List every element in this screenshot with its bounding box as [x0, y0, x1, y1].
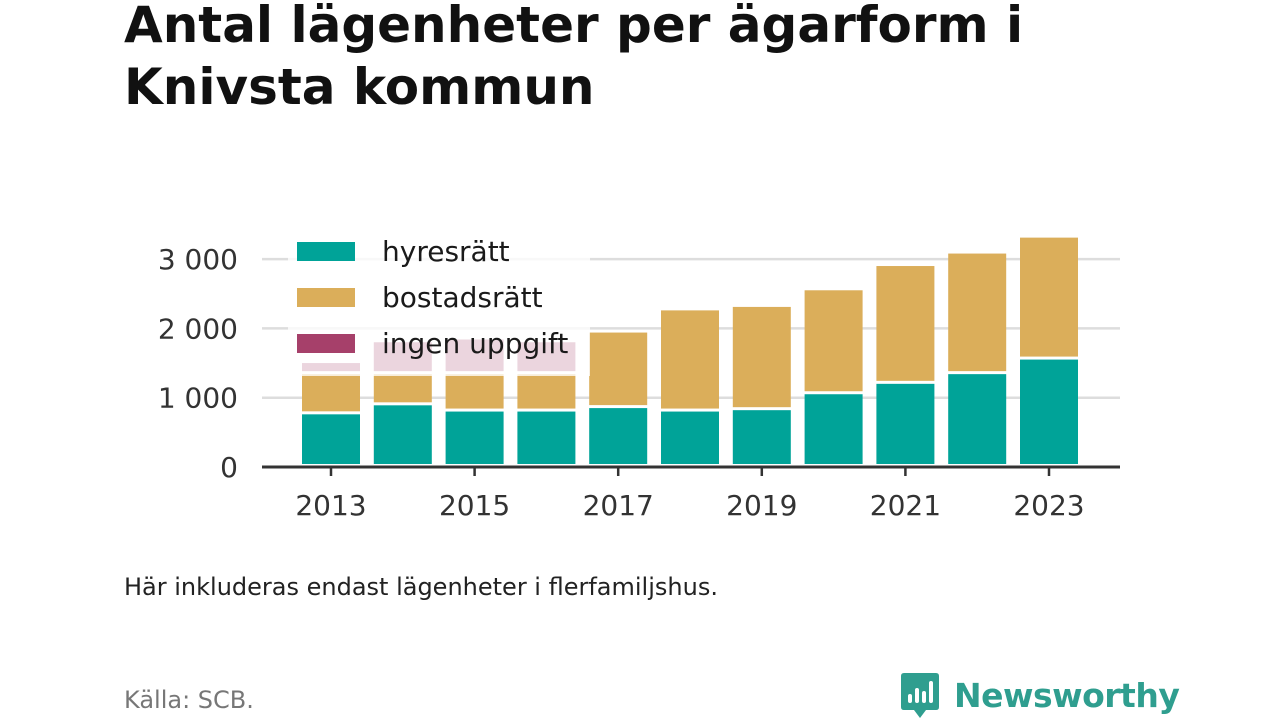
legend: hyresrätt bostadsrätt ingen uppgift: [288, 230, 590, 376]
bar-segment: [302, 414, 360, 464]
bar-segment: [661, 411, 719, 464]
bar-segment: [373, 405, 432, 464]
bar-segment: [876, 383, 935, 464]
bar-segment: [1020, 359, 1078, 464]
axes: 0 1 000 2 000 3 000 2013 2015 2017 2019 2021 2023: [158, 243, 1120, 522]
legend-label: hyresrätt: [382, 235, 510, 268]
x-tick-label: 2015: [439, 489, 510, 522]
bar-segment: [373, 374, 432, 403]
bar-segment: [804, 290, 863, 392]
y-tick-label: 0: [220, 451, 238, 484]
newsworthy-bar-chart-icon: [901, 673, 939, 718]
legend-swatch: [297, 334, 355, 353]
bar-segment: [804, 394, 863, 464]
legend-label: bostadsrätt: [382, 281, 543, 314]
logo-text: Newsworthy: [954, 675, 1180, 715]
legend-swatch: [297, 242, 355, 261]
bar-segment: [445, 411, 504, 464]
bar-segment: [1020, 237, 1078, 357]
bar-segment: [948, 253, 1007, 372]
legend-swatch: [297, 288, 355, 307]
x-tick-label: 2021: [870, 489, 941, 522]
bar-segment: [445, 374, 504, 409]
x-tick-label: 2019: [726, 489, 797, 522]
bar-segment: [517, 374, 576, 409]
chart-note: Här inkluderas endast lägenheter i flerf…: [124, 573, 718, 601]
legend-label: ingen uppgift: [382, 327, 568, 360]
bar-segment: [876, 266, 935, 381]
x-tick-label: 2017: [583, 489, 654, 522]
bar-segment: [948, 374, 1007, 464]
bar-segment: [589, 408, 648, 464]
y-tick-label: 1 000: [158, 382, 238, 415]
y-tick-label: 3 000: [158, 243, 238, 276]
x-tick-label: 2013: [295, 489, 366, 522]
x-tick-label: 2023: [1013, 489, 1084, 522]
newsworthy-logo: Newsworthy: [900, 670, 1180, 720]
bar-segment: [302, 374, 360, 412]
y-tick-label: 2 000: [158, 312, 238, 345]
bar-segment: [589, 332, 648, 406]
source-text: Källa: SCB.: [124, 686, 254, 714]
chart-title: Antal lägenheter per ägarform i Knivsta …: [124, 0, 1024, 116]
bar-segment: [517, 411, 576, 464]
bar-segment: [732, 306, 791, 408]
bar-segment: [661, 310, 719, 409]
bar-segment: [732, 410, 791, 464]
